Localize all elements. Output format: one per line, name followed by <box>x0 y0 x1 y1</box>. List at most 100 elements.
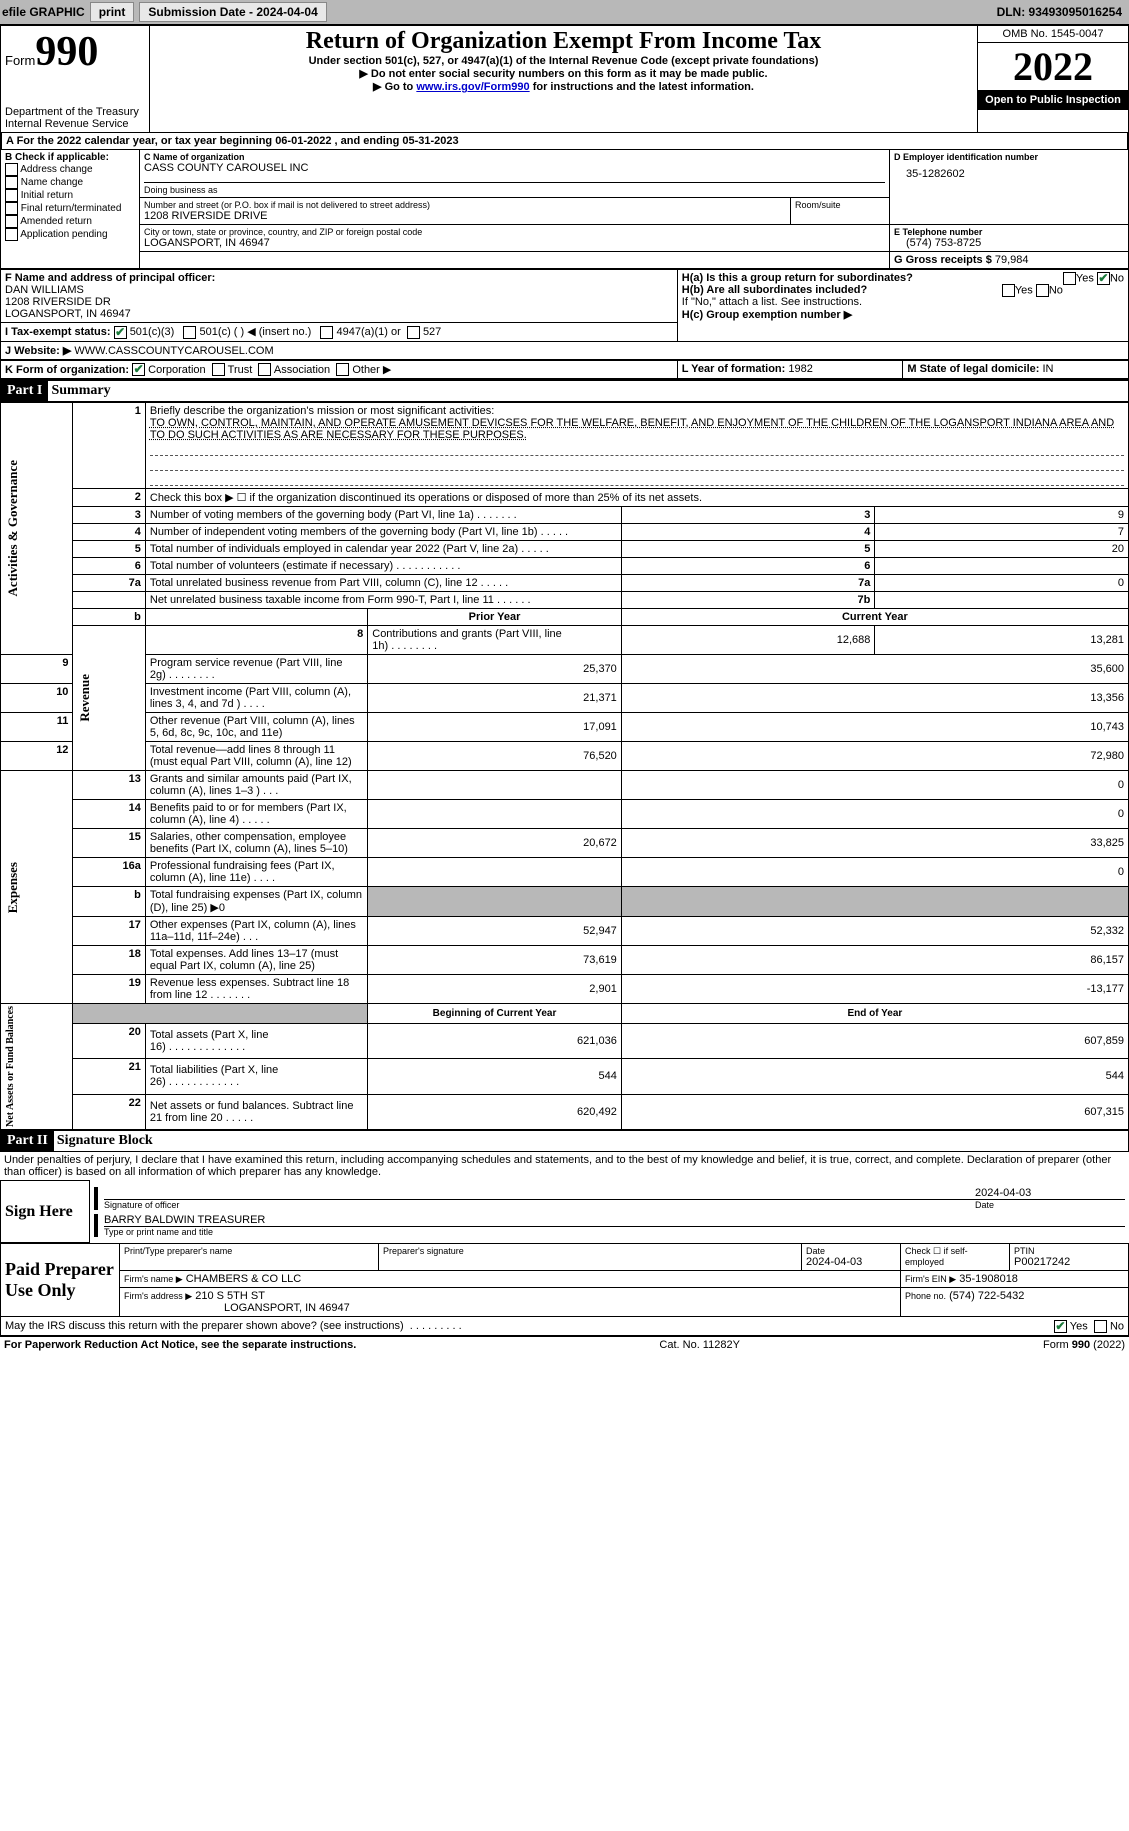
top-bar: efile GRAPHIC print Submission Date - 20… <box>0 0 1129 24</box>
m-label: M State of legal domicile: <box>907 363 1039 375</box>
net-22: Net assets or fund balances. Subtract li… <box>145 1094 367 1129</box>
chk-other[interactable] <box>336 363 349 376</box>
chk-trust[interactable] <box>212 363 225 376</box>
firm-ein: 35-1908018 <box>959 1273 1018 1285</box>
firm-name: CHAMBERS & CO LLC <box>186 1273 302 1285</box>
chk-name: Name change <box>5 176 135 189</box>
sign-here-label: Sign Here <box>1 1181 90 1243</box>
hb-label: H(b) Are all subordinates included? <box>682 284 867 296</box>
irs-link[interactable]: www.irs.gov/Form990 <box>416 81 529 93</box>
chk-501c3[interactable] <box>114 326 127 339</box>
officer-status-table: F Name and address of principal officer:… <box>0 269 1129 360</box>
klm-table: K Form of organization: Corporation Trus… <box>0 360 1129 380</box>
page-footer: For Paperwork Reduction Act Notice, see … <box>0 1335 1129 1353</box>
mission-text: TO OWN, CONTROL, MAINTAIN, AND OPERATE A… <box>150 417 1114 441</box>
exp-16a: Professional fundraising fees (Part IX, … <box>145 858 367 887</box>
line-a: A For the 2022 calendar year, or tax yea… <box>0 133 1129 149</box>
dln-label: DLN: 93493095016254 <box>997 5 1122 19</box>
subtitle-3-post: for instructions and the latest informat… <box>533 81 754 93</box>
discuss-yes[interactable] <box>1054 1320 1067 1333</box>
m-value: IN <box>1042 363 1053 375</box>
efile-label: efile GRAPHIC <box>2 5 85 19</box>
sig-date-value: 2024-04-03 <box>975 1187 1125 1199</box>
line-2: Check this box ▶ ☐ if the organization d… <box>145 489 1128 507</box>
submission-date-button[interactable]: Submission Date - 2024-04-04 <box>139 2 326 22</box>
chk-4947[interactable] <box>320 326 333 339</box>
firm-city: LOGANSPORT, IN 46947 <box>124 1302 350 1314</box>
firm-phone-label: Phone no. <box>905 1291 946 1301</box>
prep-date-value: 2024-04-03 <box>806 1256 862 1268</box>
chk-corp[interactable] <box>132 363 145 376</box>
org-name-label: C Name of organization <box>144 152 885 162</box>
tax-year: 2022 <box>978 43 1128 90</box>
hb-note: If "No," attach a list. See instructions… <box>682 296 1124 308</box>
city-label: City or town, state or province, country… <box>144 227 885 237</box>
room-suite-label: Room/suite <box>791 198 890 225</box>
website-label: J Website: ▶ <box>5 345 71 357</box>
sig-name-value: BARRY BALDWIN TREASURER <box>104 1214 1125 1227</box>
signature-table: Sign Here 2024-04-03 Signature of office… <box>0 1180 1129 1243</box>
exp-19: Revenue less expenses. Subtract line 18 … <box>145 975 367 1004</box>
section-b-label: B Check if applicable: <box>5 152 135 163</box>
rev-11: Other revenue (Part VIII, column (A), li… <box>145 713 367 742</box>
phone-value: (574) 753-8725 <box>894 237 1124 249</box>
ptin-label: PTIN <box>1014 1246 1124 1256</box>
officer-addr1: 1208 RIVERSIDE DR <box>5 296 111 308</box>
chk-amended: Amended return <box>5 215 135 228</box>
sig-date-label: Date <box>975 1200 1125 1210</box>
side-revenue: Revenue <box>77 674 93 722</box>
subtitle-2: ▶ Do not enter social security numbers o… <box>154 67 973 80</box>
net-20: Total assets (Part X, line 16) . . . . .… <box>145 1023 367 1058</box>
chk-501c[interactable] <box>183 326 196 339</box>
ha-no[interactable] <box>1097 272 1110 285</box>
end-year-header: End of Year <box>621 1004 1128 1024</box>
rev-8: Contributions and grants (Part VIII, lin… <box>368 626 622 655</box>
dept-treasury: Department of the Treasury <box>5 106 145 118</box>
discuss-no[interactable] <box>1094 1320 1107 1333</box>
sig-officer-label: Signature of officer <box>104 1200 975 1210</box>
rev-9: Program service revenue (Part VIII, line… <box>145 655 367 684</box>
print-button[interactable]: print <box>90 2 135 22</box>
ein-label: D Employer identification number <box>894 152 1124 162</box>
exp-16b: Total fundraising expenses (Part IX, col… <box>145 887 367 917</box>
current-year-header: Current Year <box>621 609 1128 626</box>
open-public-box: Open to Public Inspection <box>978 90 1128 110</box>
form-number: 990 <box>35 29 98 75</box>
form-header-table: Form990 Department of the Treasury Inter… <box>0 24 1129 133</box>
sig-name-label: Type or print name and title <box>104 1227 1125 1237</box>
firm-name-label: Firm's name ▶ <box>124 1274 183 1284</box>
gov-line-7b: Net unrelated business taxable income fr… <box>145 592 621 609</box>
addr-value: 1208 RIVERSIDE DRIVE <box>144 210 786 222</box>
org-name: CASS COUNTY CAROUSEL INC <box>144 162 885 174</box>
hb-yes[interactable] <box>1002 284 1015 297</box>
subtitle-3-pre: ▶ Go to <box>373 81 416 93</box>
gross-label: G Gross receipts $ <box>894 254 992 266</box>
part2-title: Signature Block <box>57 1133 153 1148</box>
ha-label: H(a) Is this a group return for subordin… <box>682 272 913 284</box>
side-governance: Activities & Governance <box>5 460 21 596</box>
exp-15: Salaries, other compensation, employee b… <box>145 829 367 858</box>
preparer-table: Paid Preparer Use Only Print/Type prepar… <box>0 1243 1129 1317</box>
city-value: LOGANSPORT, IN 46947 <box>144 237 885 249</box>
prep-sig-label: Preparer's signature <box>383 1246 797 1256</box>
identity-table: B Check if applicable: Address change Na… <box>0 149 1129 269</box>
chk-assoc[interactable] <box>258 363 271 376</box>
exp-17: Other expenses (Part IX, column (A), lin… <box>145 917 367 946</box>
officer-name: DAN WILLIAMS <box>5 284 84 296</box>
penalties-text: Under penalties of perjury, I declare th… <box>0 1152 1129 1180</box>
gov-line-4: Number of independent voting members of … <box>145 524 621 541</box>
chk-pending: Application pending <box>5 228 135 241</box>
prior-year-header: Prior Year <box>368 609 622 626</box>
side-net-assets: Net Assets or Fund Balances <box>5 1006 16 1127</box>
prep-check-label: Check ☐ if self-employed <box>901 1244 1010 1271</box>
l-value: 1982 <box>788 363 812 375</box>
gov-line-5: Total number of individuals employed in … <box>145 541 621 558</box>
subtitle-1: Under section 501(c), 527, or 4947(a)(1)… <box>154 55 973 67</box>
firm-ein-label: Firm's EIN ▶ <box>905 1274 956 1284</box>
hb-no[interactable] <box>1036 284 1049 297</box>
ha-yes[interactable] <box>1063 272 1076 285</box>
footer-left: For Paperwork Reduction Act Notice, see … <box>4 1339 356 1351</box>
chk-527[interactable] <box>407 326 420 339</box>
gov-line-7a: Total unrelated business revenue from Pa… <box>145 575 621 592</box>
rev-10: Investment income (Part VIII, column (A)… <box>145 684 367 713</box>
